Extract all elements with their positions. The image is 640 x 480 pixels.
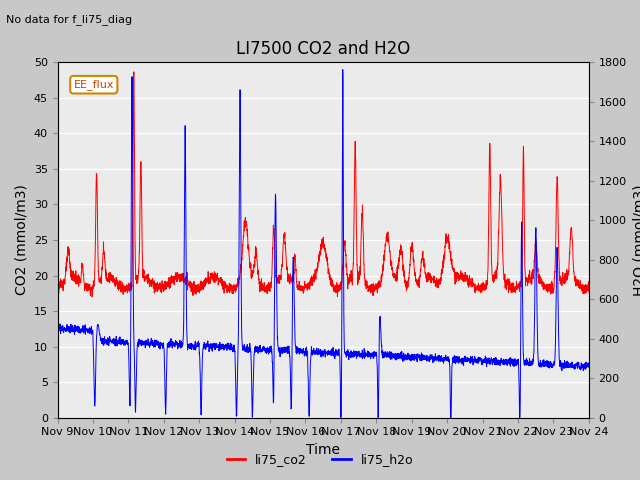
Y-axis label: H2O (mmol/m3): H2O (mmol/m3) [632,184,640,296]
Legend: li75_co2, li75_h2o: li75_co2, li75_h2o [221,448,419,471]
Y-axis label: CO2 (mmol/m3): CO2 (mmol/m3) [14,185,28,295]
Title: LI7500 CO2 and H2O: LI7500 CO2 and H2O [236,40,410,58]
Text: EE_flux: EE_flux [74,79,114,90]
Text: No data for f_li75_diag: No data for f_li75_diag [6,13,132,24]
X-axis label: Time: Time [306,443,340,457]
